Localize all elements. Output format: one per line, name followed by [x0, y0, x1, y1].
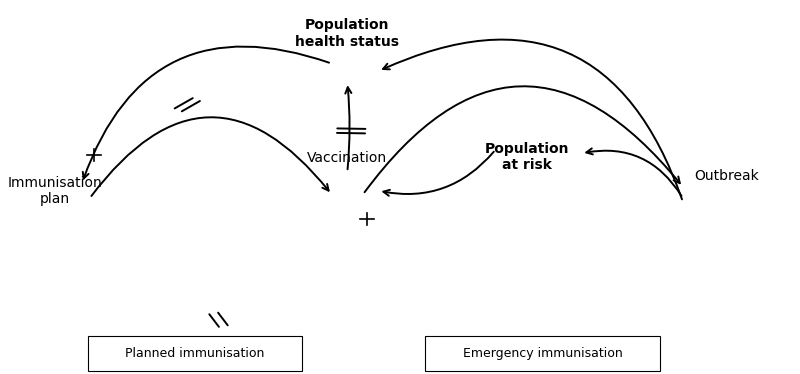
FancyArrowPatch shape: [82, 46, 329, 179]
FancyBboxPatch shape: [88, 336, 302, 371]
Text: Emergency immunisation: Emergency immunisation: [462, 347, 622, 360]
FancyArrowPatch shape: [383, 40, 682, 199]
FancyArrowPatch shape: [365, 86, 680, 192]
Text: Population
at risk: Population at risk: [485, 142, 569, 172]
FancyBboxPatch shape: [426, 336, 659, 371]
Text: Planned immunisation: Planned immunisation: [126, 347, 265, 360]
FancyArrowPatch shape: [346, 87, 351, 169]
FancyArrowPatch shape: [91, 117, 329, 196]
FancyArrowPatch shape: [586, 148, 682, 196]
FancyArrowPatch shape: [383, 152, 494, 196]
Text: Immunisation
plan: Immunisation plan: [7, 176, 102, 206]
Text: Population
health status: Population health status: [295, 18, 399, 49]
Text: Vaccination: Vaccination: [307, 151, 387, 165]
Text: Outbreak: Outbreak: [694, 169, 759, 183]
